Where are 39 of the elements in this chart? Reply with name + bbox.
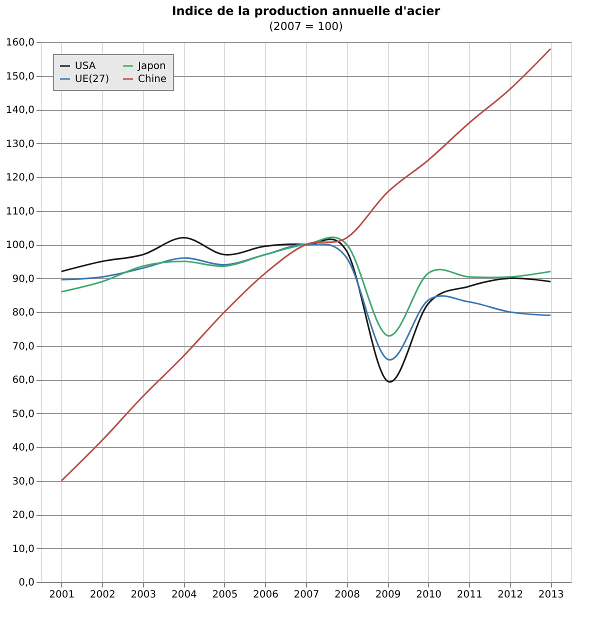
legend-label: USA <box>75 61 96 72</box>
x-tick-label: 2013 <box>538 590 564 600</box>
x-tick-label: 2001 <box>49 590 75 600</box>
y-tick-label: 80,0 <box>12 308 34 318</box>
x-tick-label: 2008 <box>334 590 360 600</box>
x-tick-label: 2010 <box>416 590 442 600</box>
y-tick-label: 50,0 <box>12 408 34 420</box>
y-tick-label: 40,0 <box>12 442 34 454</box>
x-tick-label: 2002 <box>90 590 116 600</box>
y-tick-label: 110,0 <box>6 206 34 218</box>
x-tick-label: 2009 <box>375 590 401 600</box>
x-tick-label: 2005 <box>212 590 238 600</box>
y-tick-label: 90,0 <box>12 274 34 285</box>
y-tick-label: 120,0 <box>6 172 34 184</box>
legend-label: Japon <box>137 61 166 72</box>
y-tick-label: 10,0 <box>12 544 34 555</box>
x-tick-label: 2004 <box>171 590 197 600</box>
x-tick-label: 2006 <box>253 590 278 600</box>
x-tick-label: 2011 <box>456 590 482 600</box>
x-tick-label: 2007 <box>294 590 320 600</box>
y-tick-label: 160,0 <box>6 38 34 48</box>
y-tick-label: 30,0 <box>12 476 34 488</box>
y-tick-label: 20,0 <box>12 510 34 521</box>
chart-title: Indice de la production annuelle d'acier <box>172 4 440 18</box>
x-tick-label: 2003 <box>130 590 156 600</box>
line-series <box>60 243 552 360</box>
x-tick-label: 2012 <box>498 590 524 600</box>
y-tick-label: 70,0 <box>12 341 34 352</box>
y-tick-label: 100,0 <box>6 240 34 251</box>
legend-label: Chine <box>138 74 167 85</box>
y-tick-label: 60,0 <box>12 375 34 386</box>
chart-subtitle: (2007 = 100) <box>269 20 343 33</box>
line-series <box>60 48 552 482</box>
y-tick-label: 0,0 <box>18 578 34 588</box>
y-tick-label: 130,0 <box>6 138 34 150</box>
y-tick-label: 150,0 <box>6 71 34 82</box>
legend-label: UE(27) <box>75 74 110 85</box>
y-tick-label: 140,0 <box>6 105 34 116</box>
line-series <box>60 236 552 382</box>
